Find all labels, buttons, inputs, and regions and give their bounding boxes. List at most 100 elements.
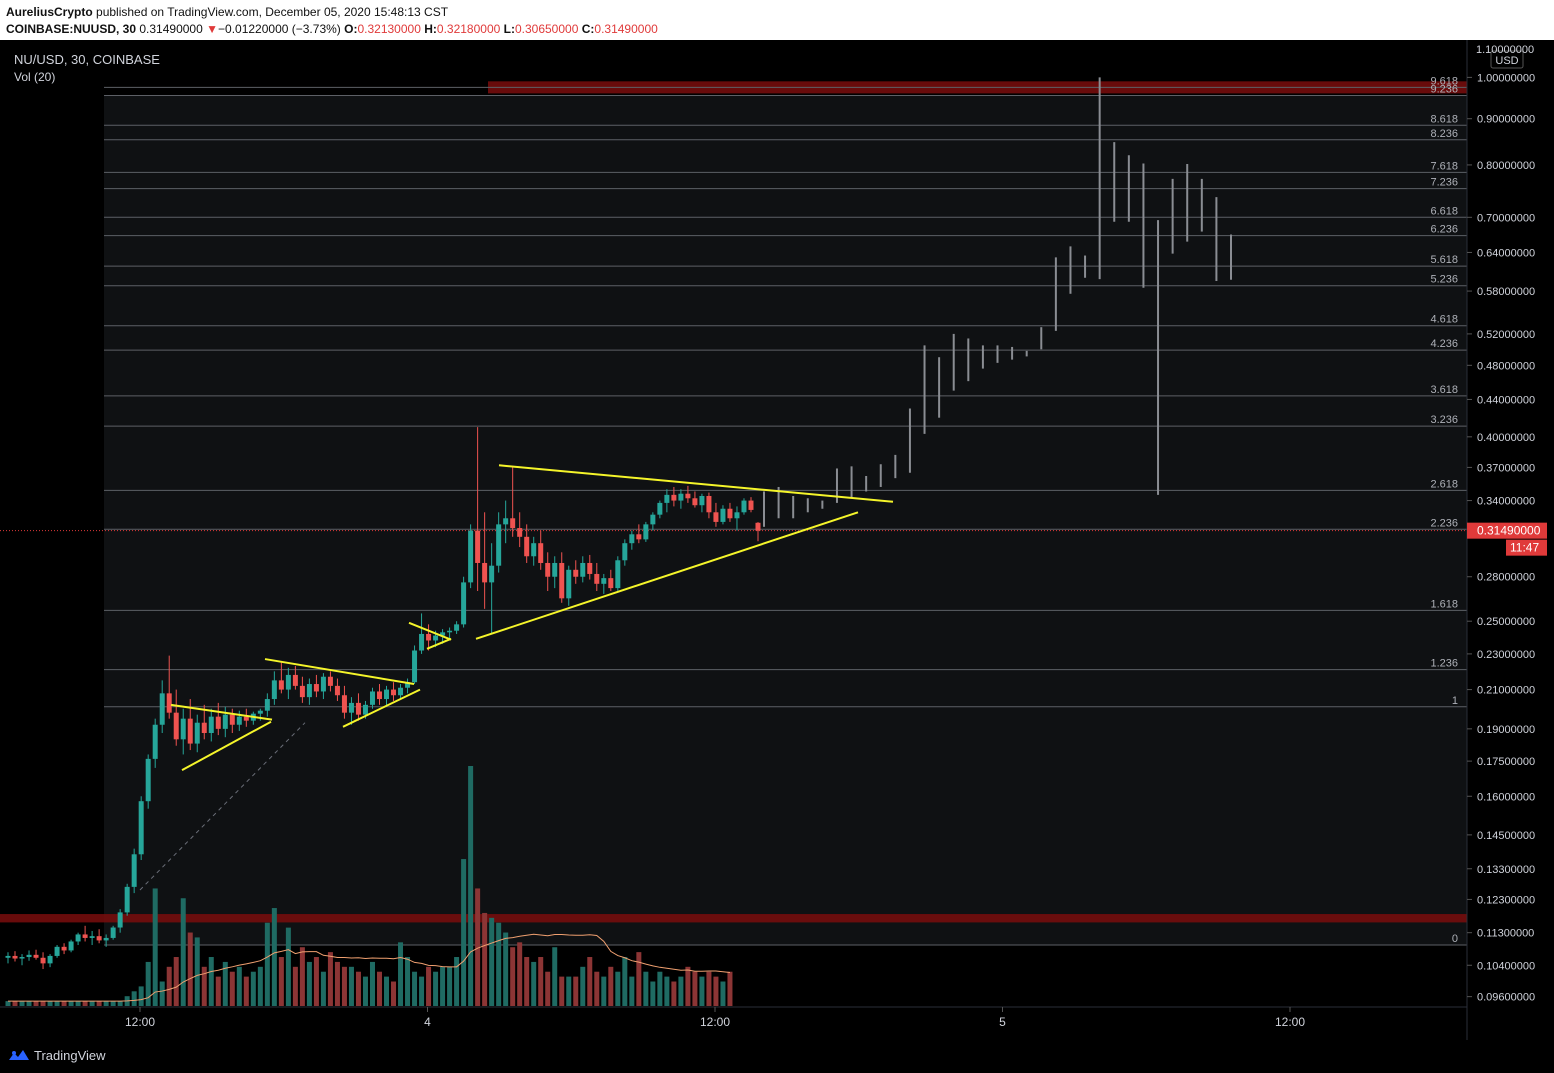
candle-body — [496, 524, 502, 566]
support-zone — [0, 914, 1467, 923]
candles-layer — [5, 427, 761, 970]
chart-area[interactable]: 9.618 9.236 8.618 8.236 7.618 7.236 6.618 6.236… — [0, 40, 1554, 1040]
volume-bar — [236, 966, 242, 1006]
price-tick-label: 1.00000000 — [1477, 72, 1535, 84]
volume-bar — [145, 961, 151, 1006]
candle-body — [362, 704, 368, 715]
candle-body — [384, 689, 390, 700]
candle-body — [405, 682, 411, 688]
volume-bar — [334, 961, 340, 1006]
volume-bar — [173, 957, 179, 1006]
fib-label: 3.236 — [1430, 414, 1458, 426]
price-tick-label: 0.64000000 — [1477, 247, 1535, 259]
volume-bar — [713, 976, 719, 1006]
currency-badge[interactable] — [1490, 50, 1524, 69]
volume-bar — [40, 1001, 46, 1006]
author-name[interactable]: AureliusCrypto — [6, 5, 93, 19]
price-tick-top-partial: 1.10000000 — [1476, 44, 1534, 56]
candle-body — [650, 514, 656, 525]
candle-body — [201, 722, 207, 734]
volume-bar — [559, 976, 565, 1006]
fib-label: 8.236 — [1430, 128, 1458, 140]
candle-body — [671, 494, 677, 501]
volume-bar — [138, 986, 144, 1006]
volume-bar — [201, 966, 207, 1006]
candle-body — [482, 562, 488, 583]
fib-label: 7.236 — [1430, 177, 1458, 189]
close-label: C: — [581, 22, 595, 36]
volume-bar — [271, 908, 277, 1006]
candle-body — [320, 676, 326, 692]
candle-body — [257, 710, 263, 714]
candle-body — [678, 493, 684, 501]
publish-header: AureliusCrypto published on TradingView.… — [0, 0, 1554, 40]
volume-bar — [5, 1001, 11, 1006]
volume-bar — [608, 966, 614, 1006]
volume-bar — [629, 976, 635, 1006]
ohlc-line: COINBASE:NUUSD, 30 0.31490000 ▼−0.012200… — [6, 22, 658, 36]
candle-body — [748, 500, 754, 510]
candle-body — [285, 674, 291, 690]
candle-body — [559, 562, 565, 599]
volume-bar — [278, 957, 284, 1006]
candle-body — [468, 530, 474, 583]
volume-bar — [187, 932, 193, 1006]
volume-bar — [461, 859, 467, 1006]
fib-area-background — [104, 95, 1467, 946]
candle-body — [636, 534, 642, 540]
candle-body — [376, 691, 382, 700]
volume-bar — [384, 976, 390, 1006]
candle-body — [180, 718, 186, 740]
candle-body — [166, 693, 172, 713]
volume-bar — [657, 971, 663, 1006]
candle-body — [299, 685, 305, 698]
price-tick-label: 0.44000000 — [1477, 394, 1535, 406]
candle-body — [601, 578, 607, 584]
candle-body — [454, 624, 460, 631]
volume-bar — [222, 961, 228, 1006]
volume-bar — [405, 957, 411, 1006]
volume-bar — [454, 957, 460, 1006]
price-tick-label: 0.40000000 — [1477, 432, 1535, 444]
tradingview-logo-icon[interactable] — [8, 1047, 30, 1063]
volume-legend[interactable]: Vol (20) — [14, 70, 55, 84]
candle-body — [531, 543, 537, 557]
candle-body — [475, 530, 481, 563]
candle-body — [194, 722, 200, 744]
volume-bar — [552, 947, 558, 1006]
candle-body — [447, 630, 453, 633]
volume-bar — [313, 957, 319, 1006]
candle-body — [685, 493, 691, 499]
price-tick-label: 0.37000000 — [1477, 462, 1535, 474]
candle-body — [608, 578, 614, 589]
candle-body — [587, 562, 593, 574]
series-legend[interactable]: NU/USD, 30, COINBASE — [14, 52, 160, 67]
candle-body — [706, 495, 712, 513]
fib-label: 8.618 — [1430, 113, 1458, 125]
volume-bar — [61, 1001, 67, 1006]
volume-bar — [33, 1001, 39, 1006]
candle-body — [327, 676, 333, 686]
trendline — [498, 464, 894, 503]
volume-bar — [194, 937, 200, 1006]
volume-bar — [475, 888, 481, 1006]
price-tick-label: 0.21000000 — [1477, 685, 1535, 697]
candle-body — [278, 680, 284, 690]
candle-body — [68, 941, 74, 951]
volume-bar — [103, 1001, 109, 1006]
close-value: 0.31490000 — [594, 22, 658, 36]
candle-body — [734, 512, 740, 519]
candle-body — [110, 927, 116, 938]
volume-bar — [496, 922, 502, 1006]
volume-bar — [243, 976, 249, 1006]
candle-body — [222, 714, 228, 729]
candle-body — [229, 714, 235, 725]
volume-bar — [510, 947, 516, 1006]
candle-body — [306, 684, 312, 698]
volume-bar — [355, 971, 361, 1006]
last-price-text: 0.31490000 — [139, 22, 203, 36]
candle-body — [355, 702, 361, 715]
volume-bar — [489, 917, 495, 1006]
tradingview-brand[interactable]: TradingView — [34, 1048, 106, 1063]
